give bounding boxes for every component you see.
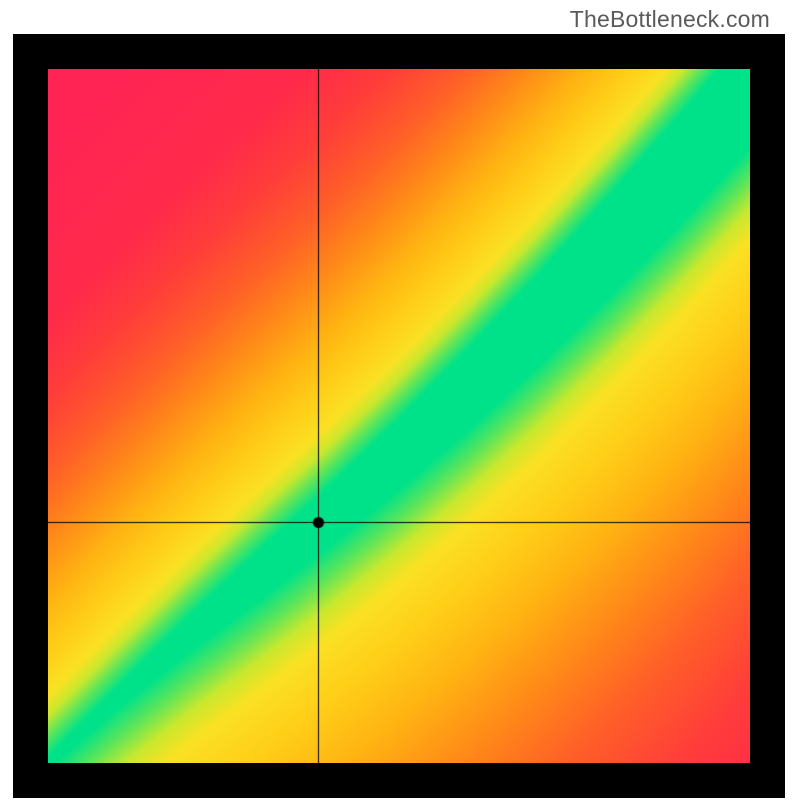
heatmap-canvas (48, 69, 750, 763)
page-container: TheBottleneck.com (0, 0, 800, 800)
watermark-text: TheBottleneck.com (570, 6, 770, 33)
